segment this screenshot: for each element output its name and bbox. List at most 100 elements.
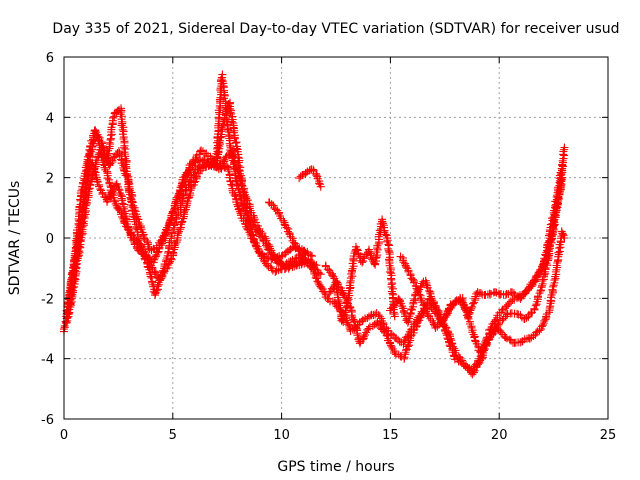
data-point (98, 141, 107, 150)
data-point (560, 143, 569, 152)
data-point (545, 308, 554, 317)
data-point (295, 250, 304, 259)
data-point (467, 304, 476, 313)
data-point (501, 333, 510, 342)
data-point (467, 323, 476, 332)
data-point (114, 185, 123, 194)
data-point (161, 225, 170, 234)
data-point (489, 329, 498, 338)
data-point (75, 242, 84, 251)
data-point (239, 204, 248, 213)
data-point (373, 241, 382, 250)
data-point (273, 206, 282, 215)
data-point (534, 269, 543, 278)
data-point (286, 257, 295, 266)
data-point (392, 334, 401, 343)
data-point (124, 182, 133, 191)
data-point (399, 308, 408, 317)
data-point (317, 283, 326, 292)
data-point (90, 164, 99, 173)
data-point (423, 283, 432, 292)
data-point (151, 268, 160, 277)
data-point (267, 264, 276, 273)
data-point (84, 185, 93, 194)
data-point (133, 238, 142, 247)
series-track-j (325, 215, 399, 326)
data-point (554, 248, 563, 257)
data-point (230, 190, 239, 199)
data-point (506, 297, 515, 306)
data-point (549, 282, 558, 291)
data-point (526, 280, 535, 289)
data-point (335, 306, 344, 315)
data-point (143, 253, 152, 262)
data-point (347, 269, 356, 278)
data-point (338, 315, 347, 324)
data-point (227, 117, 236, 126)
data-point (399, 258, 408, 267)
data-point (152, 286, 161, 295)
data-point (416, 313, 425, 322)
data-point (74, 252, 83, 261)
data-point (308, 252, 317, 261)
data-point (259, 254, 268, 263)
data-point (390, 347, 399, 356)
data-point (417, 296, 426, 305)
data-point (476, 288, 485, 297)
data-point (110, 196, 119, 205)
x-tick-label: 25 (600, 428, 617, 443)
data-point (524, 284, 533, 293)
data-point (194, 168, 203, 177)
y-axis-label: SDTVAR / TECUs (7, 181, 23, 296)
data-point (442, 311, 451, 320)
data-point (98, 156, 107, 165)
data-point (389, 308, 398, 317)
data-point (146, 272, 155, 281)
data-point (181, 187, 190, 196)
data-point (263, 245, 272, 254)
data-point (462, 307, 471, 316)
data-point (256, 232, 265, 241)
axis-ticks: 0 5 10 15 20 25 -6 -4 -2 0 2 4 6 (41, 51, 616, 443)
data-point (100, 163, 109, 172)
data-point (250, 238, 259, 247)
x-tick-label: 20 (491, 428, 508, 443)
data-point (80, 212, 89, 221)
data-point (527, 309, 536, 318)
data-point (172, 238, 181, 247)
data-point (418, 298, 427, 307)
data-point (75, 202, 84, 211)
data-point (159, 269, 168, 278)
data-point (176, 199, 185, 208)
series-track-i (295, 165, 325, 191)
data-point (78, 222, 87, 231)
data-point (413, 318, 422, 327)
data-point (170, 219, 179, 228)
data-point (379, 219, 388, 228)
data-point (538, 262, 547, 271)
data-point (82, 161, 91, 170)
data-point (403, 342, 412, 351)
data-point (165, 217, 174, 226)
y-tick-label: -6 (41, 413, 54, 428)
data-point (384, 244, 393, 253)
data-point (553, 198, 562, 207)
data-point (386, 341, 395, 350)
data-point (180, 207, 189, 216)
series-track-c (64, 98, 325, 309)
series-track-e (264, 161, 567, 376)
x-tick-label: 0 (60, 428, 68, 443)
data-point (226, 108, 235, 117)
data-point (464, 364, 473, 373)
series-track-f (321, 173, 567, 379)
data-point (266, 262, 275, 271)
data-points (59, 70, 569, 379)
data-point (352, 245, 361, 254)
data-point (347, 266, 356, 275)
data-point (311, 273, 320, 282)
data-point (437, 318, 446, 327)
data-point (554, 192, 563, 201)
data-point (538, 277, 547, 286)
data-point (313, 277, 322, 286)
